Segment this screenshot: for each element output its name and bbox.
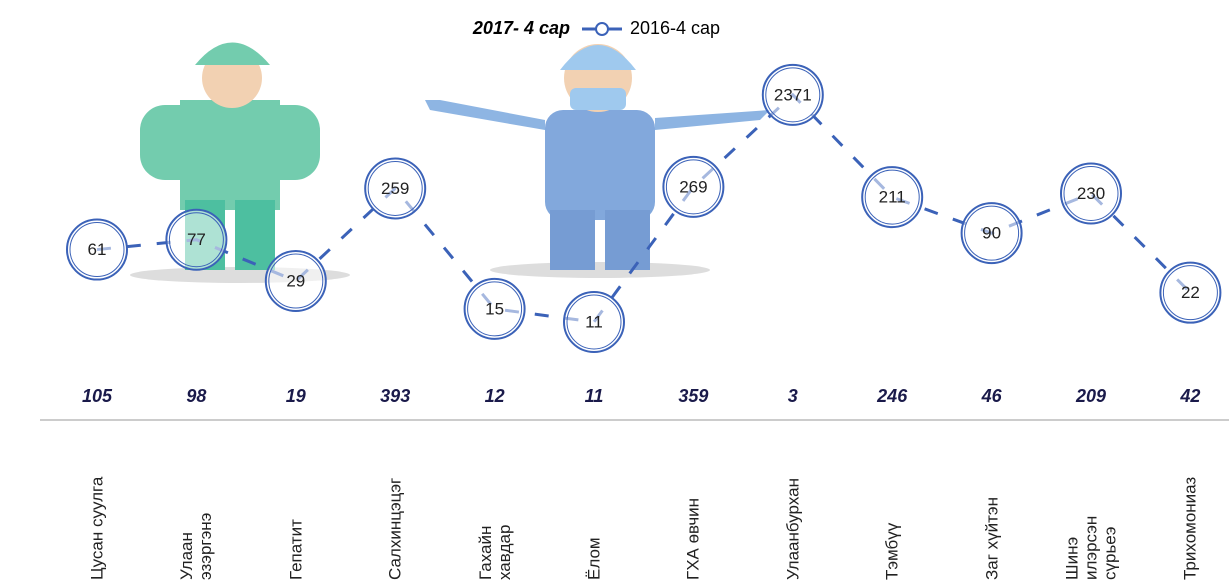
- legend-swatch: [596, 23, 608, 35]
- x-tick-label: Заг хүйтэн: [982, 420, 1001, 580]
- table-value: 42: [1179, 386, 1200, 406]
- legend-label: 2017- 4 сар: [472, 18, 570, 38]
- data-label: 211: [879, 188, 906, 207]
- x-tick-label: Гепатит: [286, 420, 305, 580]
- table-value: 209: [1075, 386, 1106, 406]
- table-value: 11: [585, 386, 604, 406]
- legend-label: 2016-4 сар: [630, 18, 720, 38]
- data-label: 2371: [774, 85, 812, 104]
- table-value: 19: [286, 386, 306, 406]
- table-value: 105: [82, 386, 113, 406]
- x-tick-label: Гахайн хавдар: [476, 420, 514, 580]
- table-value: 3: [788, 386, 798, 406]
- data-label: 29: [286, 271, 305, 290]
- data-label: 15: [485, 299, 504, 318]
- table-value: 98: [186, 386, 206, 406]
- data-label: 259: [381, 179, 409, 198]
- x-tick-label: Ёлом: [585, 420, 604, 580]
- table-value: 46: [981, 386, 1003, 406]
- data-label: 90: [982, 224, 1001, 243]
- table-value: 359: [678, 386, 708, 406]
- x-tick-label: Шинэ илэрсэн сүрьеэ: [1063, 420, 1120, 580]
- x-tick-label: Улаан эзэргэнэ: [177, 420, 215, 580]
- data-label: 61: [88, 240, 107, 259]
- data-label: 77: [187, 230, 206, 249]
- chart: 2017- 4 сар 2016-4 сар 105 98 19 393 12 11 359…: [0, 0, 1229, 587]
- data-label: 22: [1181, 283, 1200, 302]
- table-value: 393: [380, 386, 410, 406]
- data-label: 11: [585, 312, 603, 331]
- data-label: 269: [679, 177, 707, 196]
- x-tick-label: Цусан суулга: [88, 420, 107, 580]
- table-value: 246: [876, 386, 908, 406]
- x-tick-label: Трихомониаз: [1181, 420, 1200, 580]
- table-value: 12: [485, 386, 505, 406]
- x-tick-label: Тэмбүү: [883, 420, 902, 580]
- data-label: 230: [1077, 184, 1105, 203]
- x-tick-label: Салхинцэцэг: [386, 420, 405, 580]
- x-tick-label: Улаанбурхан: [783, 420, 802, 580]
- x-tick-label: ГХА өвчин: [684, 420, 703, 580]
